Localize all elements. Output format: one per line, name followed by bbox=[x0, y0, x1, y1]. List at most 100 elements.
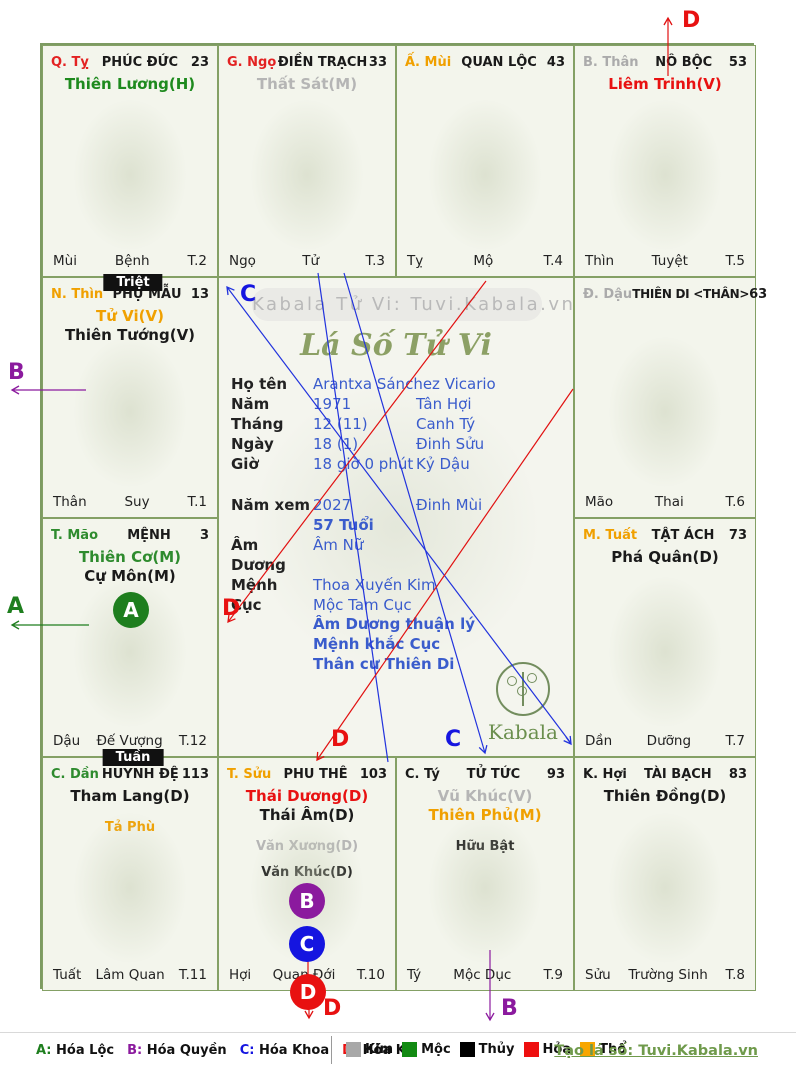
palace-footer: Mùi Bệnh T.2 bbox=[53, 253, 207, 269]
star-tu-vi: Tử Vi(V) bbox=[96, 307, 164, 325]
palace-footer: Dậu Đế Vượng T.12 bbox=[53, 733, 207, 749]
legend-letter-c: C: bbox=[239, 1043, 255, 1058]
footer-tnum: T.3 bbox=[365, 253, 385, 269]
footer-stage: Dưỡng bbox=[646, 733, 692, 749]
palace-name: ĐIỀN TRẠCH bbox=[277, 55, 368, 70]
info-label: Giờ bbox=[231, 455, 259, 473]
moc-color-swatch bbox=[402, 1042, 418, 1057]
hoa-loc-circle: A bbox=[113, 592, 149, 628]
star-pha-quan: Phá Quân(D) bbox=[611, 548, 719, 566]
stem-branch: B. Thân bbox=[583, 55, 639, 70]
footer-stage: Bệnh bbox=[114, 253, 150, 269]
tuan-badge: Tuần bbox=[102, 749, 164, 766]
palace-name: THIÊN DI <THÂN> bbox=[632, 287, 750, 301]
star-tham-lang: Tham Lang(D) bbox=[70, 787, 190, 805]
stem-branch: Q. Tỵ bbox=[51, 55, 89, 70]
star-thai-duong: Thái Dương(D) bbox=[245, 787, 369, 805]
legend-thuy: Thủy bbox=[459, 1042, 515, 1057]
footer-stage: Thai bbox=[654, 494, 684, 510]
info-label: Cục bbox=[231, 596, 262, 614]
site-credit-link[interactable]: Tạo lá số: Tuvi.Kabala.vn bbox=[554, 1043, 758, 1059]
footer-branch: Tý bbox=[407, 967, 422, 983]
site-watermark: Kabala Tử Vi: Tuvi.Kabala.vn bbox=[252, 288, 573, 321]
info-value: 18 giờ 0 phút bbox=[313, 455, 414, 473]
info-value2: Đinh Sửu bbox=[416, 435, 485, 453]
age-value: 57 Tuổi bbox=[313, 516, 374, 534]
footer-branch: Thìn bbox=[585, 253, 615, 269]
star-thien-dong: Thiên Đồng(D) bbox=[603, 787, 727, 805]
tho-color-swatch bbox=[580, 1042, 596, 1057]
info-value2: Kỷ Dậu bbox=[416, 455, 470, 473]
info-label: Tháng bbox=[231, 415, 284, 433]
footer-tnum: T.1 bbox=[187, 494, 207, 510]
palace-cell-phuc-duc: Q. Tỵ PHÚC ĐỨC 23 Thiên Lương(H) Mùi Bện… bbox=[42, 45, 218, 277]
palace-cell-tai-bach: K. Hợi TÀI BẠCH 83 Thiên Đồng(D) Sửu Trư… bbox=[574, 757, 756, 991]
palace-header: C. Tý TỬ TỨC 93 bbox=[397, 758, 573, 782]
palace-header: T. Sửu PHU THÊ 103 bbox=[219, 758, 395, 782]
legend-divider bbox=[331, 1036, 332, 1064]
palace-number: 53 bbox=[728, 55, 747, 70]
info-label: Âm Dương bbox=[231, 536, 286, 574]
info-value2: Tân Hợi bbox=[416, 395, 472, 413]
hoa-ki-circle: D bbox=[290, 974, 326, 1010]
palace-footer: Tỵ Mộ T.4 bbox=[407, 253, 563, 269]
palace-footer: Thân Suy T.1 bbox=[53, 494, 207, 510]
footer-stage: Mộ bbox=[473, 253, 494, 269]
legend-moc: Mộc bbox=[402, 1042, 451, 1057]
info-value: 2027 bbox=[313, 496, 352, 514]
star-thien-luong: Thiên Lương(H) bbox=[64, 75, 196, 93]
star-thien-tuong: Thiên Tướng(V) bbox=[64, 326, 196, 344]
kim-color-swatch bbox=[346, 1042, 361, 1057]
footer-stage: Tử bbox=[302, 253, 320, 269]
palace-number: 113 bbox=[181, 767, 209, 782]
palace-name: TÀI BẠCH bbox=[644, 767, 712, 782]
info-label bbox=[231, 515, 313, 535]
note-line: Thân cư Thiên Di bbox=[313, 655, 455, 673]
footer-tnum: T.5 bbox=[725, 253, 745, 269]
birth-info-table: Họ tên Arantxa Sánchez Vicario Năm 1971 Tân… bbox=[231, 374, 567, 615]
thuy-color-swatch bbox=[459, 1042, 475, 1057]
palace-number: 73 bbox=[728, 528, 747, 543]
palace-header: Q. Tỵ PHÚC ĐỨC 23 bbox=[43, 46, 217, 70]
info-label: Năm bbox=[231, 395, 270, 413]
footer-tnum: T.10 bbox=[356, 967, 385, 983]
palace-header: M. Tuất TẬT ÁCH 73 bbox=[575, 519, 755, 543]
info-value2: Đinh Mùi bbox=[416, 496, 483, 514]
palace-name: QUAN LỘC bbox=[461, 55, 537, 70]
footer-branch: Tỵ bbox=[407, 253, 424, 269]
stem-branch: M. Tuất bbox=[583, 528, 638, 543]
footer-stage: Suy bbox=[124, 494, 150, 510]
stem-branch: C. Tý bbox=[405, 767, 440, 782]
info-value2: Canh Tý bbox=[416, 415, 476, 433]
stem-branch: N. Thìn bbox=[51, 287, 104, 302]
palace-footer: Mão Thai T.6 bbox=[585, 494, 745, 510]
stem-branch: K. Hợi bbox=[583, 767, 627, 782]
footer-branch: Dậu bbox=[53, 733, 81, 749]
chart-title: Lá Số Tử Vi bbox=[300, 328, 492, 363]
kabala-logo-text: Kabala bbox=[488, 720, 558, 744]
palace-number: 23 bbox=[190, 55, 209, 70]
star-cu-mon: Cự Môn(M) bbox=[43, 567, 217, 586]
legend-letter-b: B: bbox=[127, 1043, 143, 1058]
zodiac-snake-watermark bbox=[74, 99, 186, 250]
stem-branch: G. Ngọ bbox=[227, 55, 277, 70]
palace-number: 83 bbox=[728, 767, 747, 782]
footer-stage: Lâm Quan bbox=[95, 967, 165, 983]
zodiac-horse-watermark bbox=[251, 99, 363, 250]
info-label: Ngày bbox=[231, 435, 274, 453]
palace-cell-quan-loc: Ấ. Mùi QUAN LỘC 43 Tỵ Mộ T.4 bbox=[396, 45, 574, 277]
palace-footer: Sửu Trường Sinh T.8 bbox=[585, 967, 745, 983]
footer-tnum: T.6 bbox=[725, 494, 745, 510]
star-that-sat: Thất Sát(M) bbox=[256, 75, 358, 93]
zodiac-dog-watermark bbox=[609, 576, 721, 727]
legend-kim: Kim bbox=[346, 1042, 393, 1057]
zodiac-goat-watermark bbox=[429, 99, 541, 250]
footer-branch: Mùi bbox=[53, 253, 77, 269]
arrow-label-b-left: B bbox=[8, 360, 25, 385]
palace-name: PHÚC ĐỨC bbox=[101, 55, 179, 70]
palace-number: 43 bbox=[546, 55, 565, 70]
star-vu-khuc: Vũ Khúc(V) bbox=[437, 787, 533, 805]
palace-cell-no-boc: B. Thân NÔ BỘC 53 Liêm Trinh(V) Thìn Tuy… bbox=[574, 45, 756, 277]
palace-cell-tat-ach: M. Tuất TẬT ÁCH 73 Phá Quân(D) Dần Dưỡng… bbox=[574, 518, 756, 757]
